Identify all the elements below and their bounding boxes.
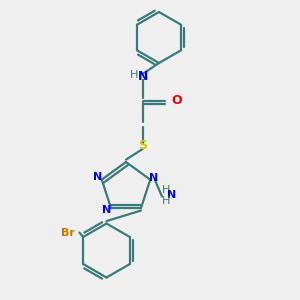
Text: S: S [139, 139, 148, 152]
Text: N: N [93, 172, 102, 182]
Text: O: O [171, 94, 181, 107]
Text: H: H [130, 70, 138, 80]
Text: N: N [102, 205, 111, 214]
Text: H: H [162, 196, 171, 206]
Text: N: N [167, 190, 176, 200]
Text: N: N [138, 70, 148, 83]
Text: H: H [162, 185, 171, 195]
Text: N: N [149, 173, 158, 183]
Text: Br: Br [61, 227, 75, 238]
